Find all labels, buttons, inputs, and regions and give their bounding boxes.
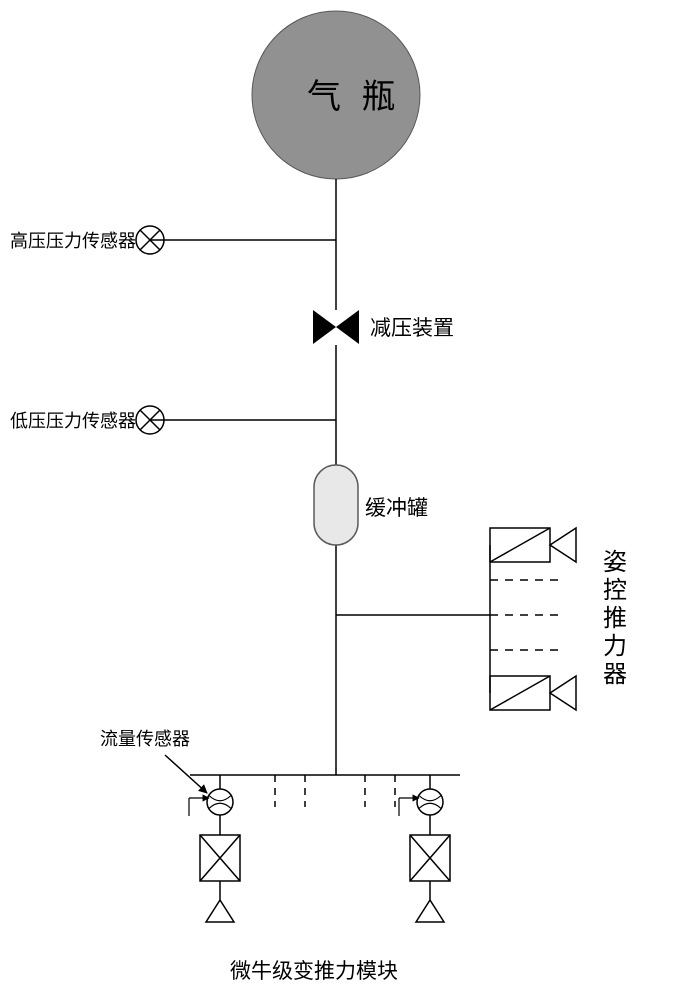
attitude-thruster-top bbox=[490, 528, 576, 562]
attitude-thruster-bottom bbox=[490, 676, 576, 710]
low-pressure-sensor-label: 低压压力传感器 bbox=[10, 411, 136, 431]
svg-text:力: 力 bbox=[603, 633, 627, 660]
high-pressure-sensor-label: 高压压力传感器 bbox=[10, 231, 136, 251]
nozzle-right bbox=[416, 900, 444, 922]
svg-text:器: 器 bbox=[603, 662, 627, 688]
pressure-reducer-label: 减压装置 bbox=[370, 316, 454, 340]
pressure-reducer-icon bbox=[313, 310, 359, 344]
nozzle-left bbox=[206, 900, 234, 922]
svg-text:姿: 姿 bbox=[603, 549, 627, 576]
svg-text:控: 控 bbox=[603, 577, 627, 604]
buffer-tank-label: 缓冲罐 bbox=[365, 496, 428, 520]
micro-thrust-module-label: 微牛级变推力模块 bbox=[230, 959, 398, 983]
svg-text:推: 推 bbox=[603, 605, 627, 632]
thrust-valve-right bbox=[410, 835, 450, 881]
gas-cylinder-label: 气 瓶 bbox=[307, 78, 402, 116]
flow-sensor-right-icon bbox=[399, 789, 443, 816]
attitude-thruster-label: 姿控推力器 bbox=[603, 549, 627, 688]
flow-sensor-left-icon bbox=[189, 789, 233, 816]
flow-sensor-label-arrow bbox=[165, 755, 207, 793]
buffer-tank-icon bbox=[314, 465, 358, 545]
thrust-valve-left bbox=[200, 835, 240, 881]
flow-sensor-label: 流量传感器 bbox=[100, 729, 190, 749]
